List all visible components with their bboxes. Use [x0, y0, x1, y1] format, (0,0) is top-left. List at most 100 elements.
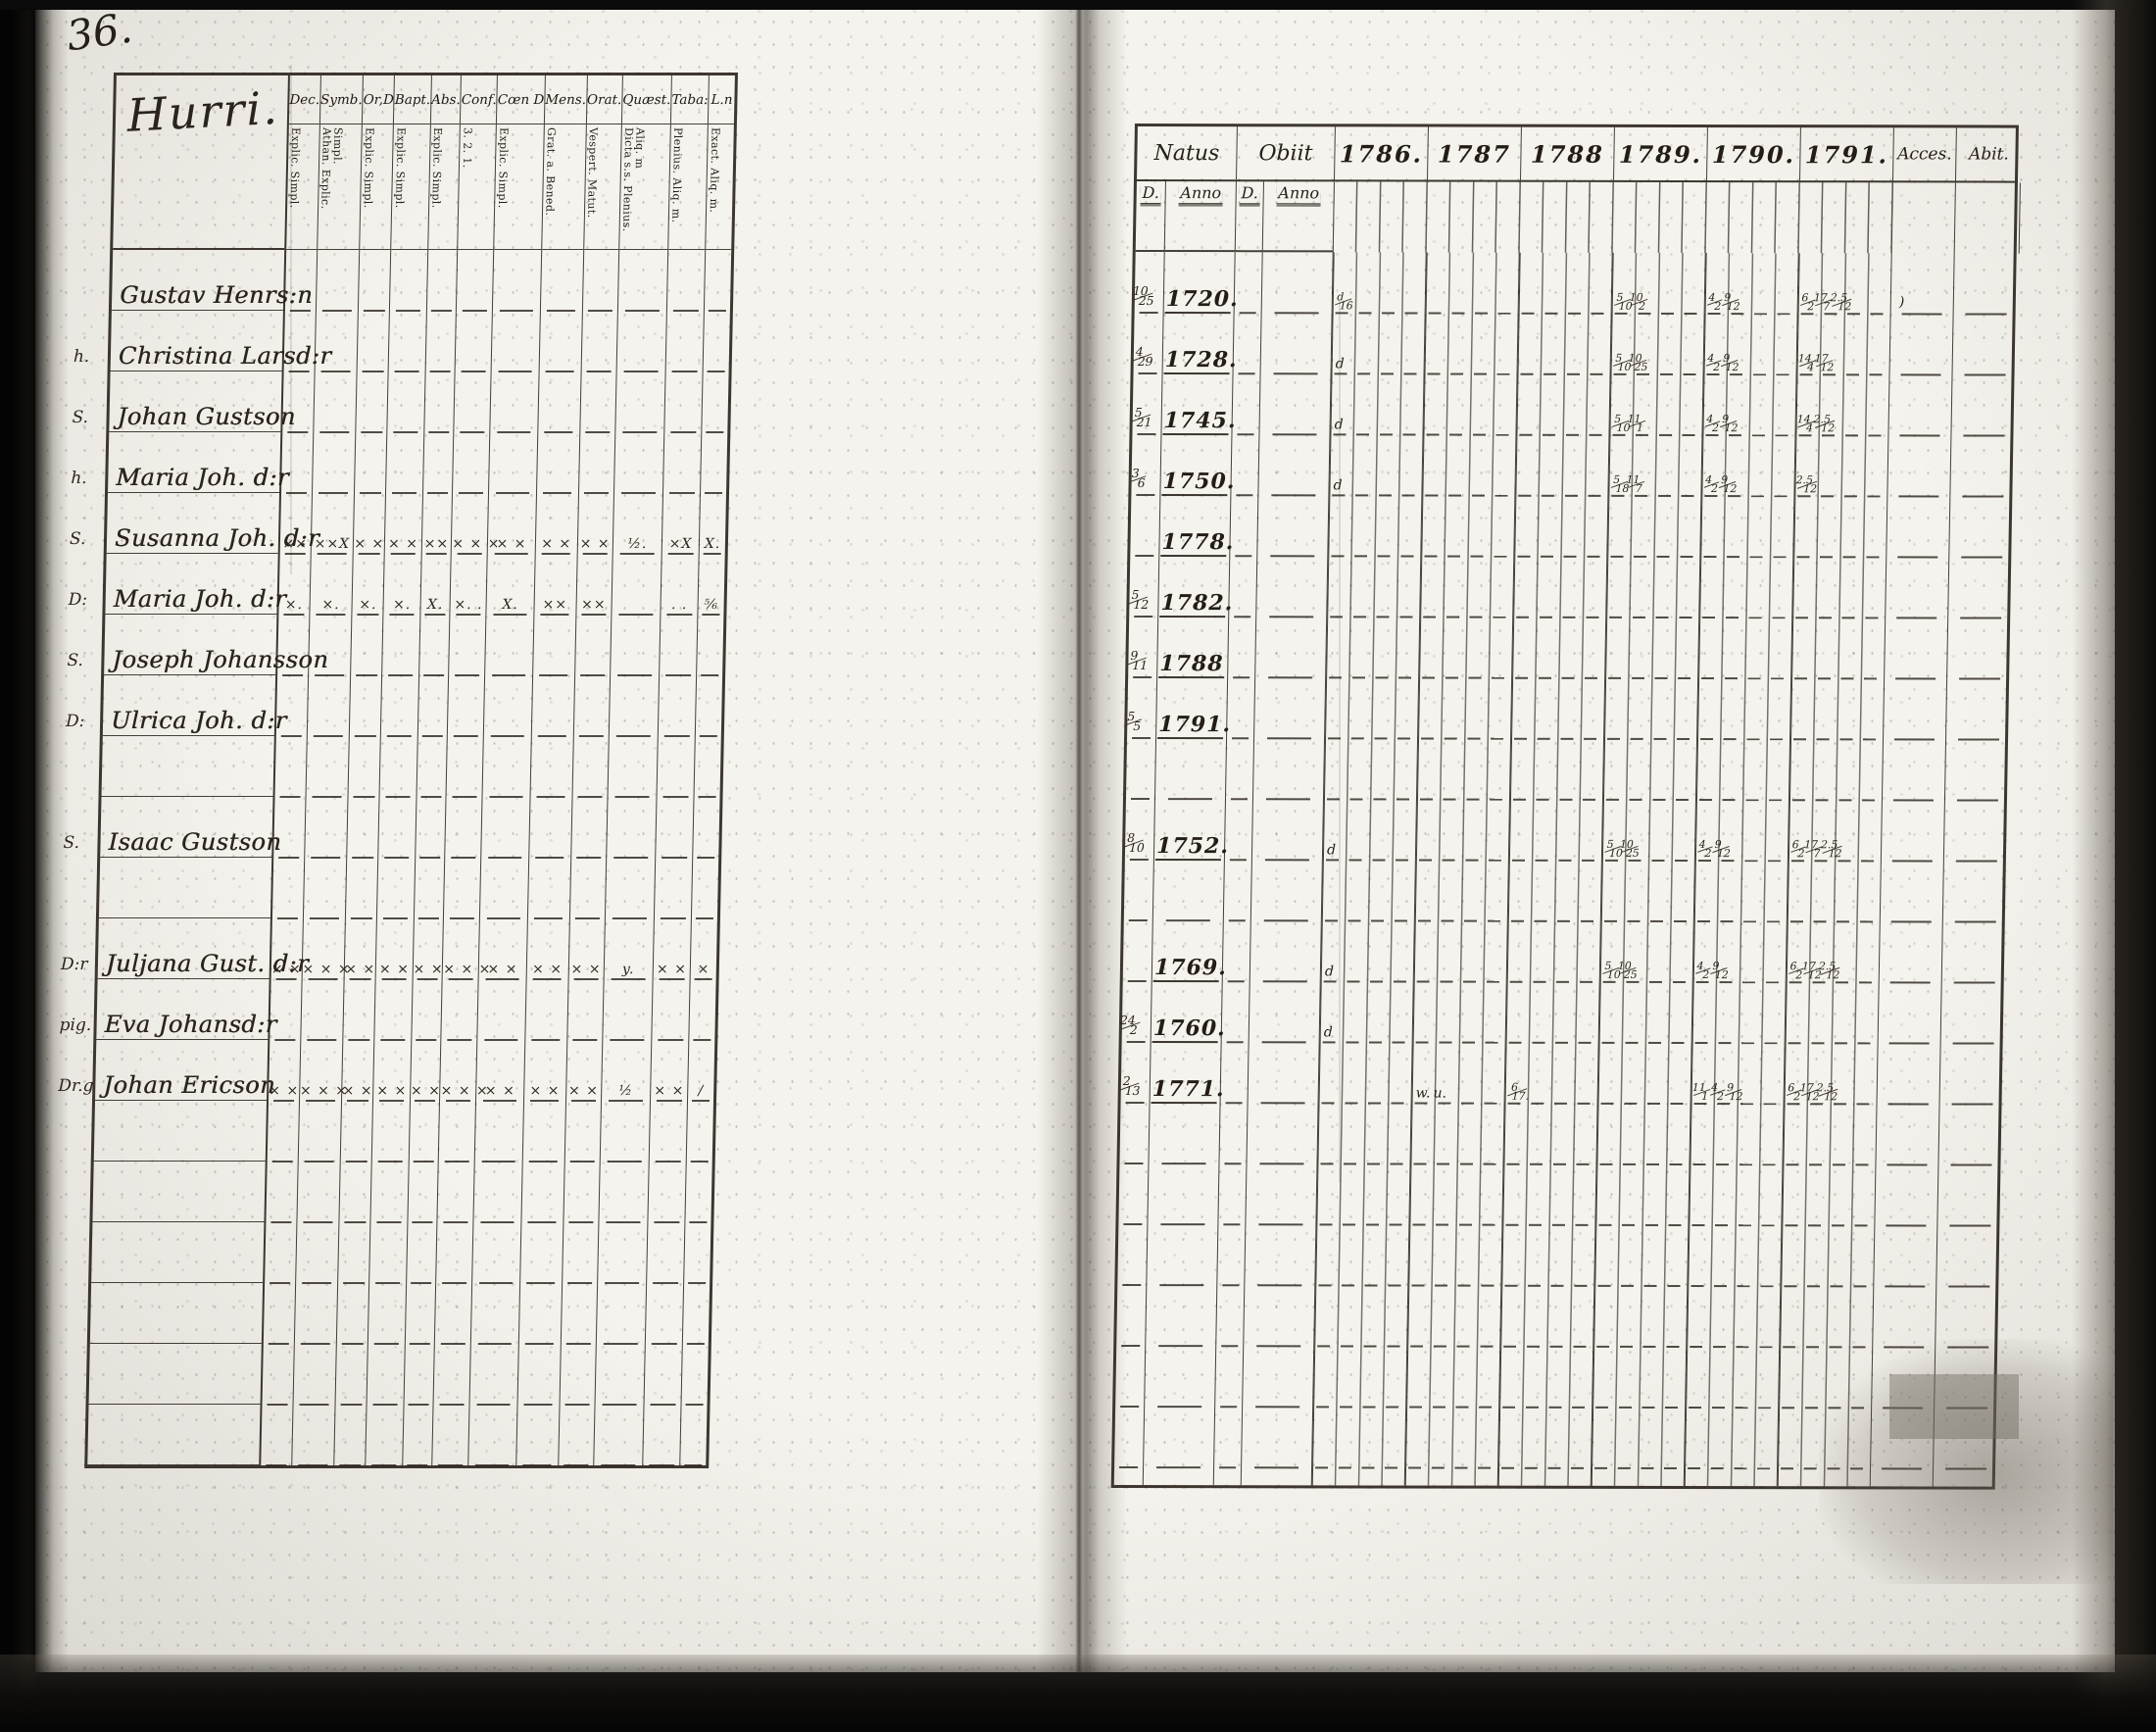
mark-cell — [475, 1101, 523, 1162]
mark-cell — [682, 1344, 709, 1405]
column-label: Dec. — [288, 75, 320, 124]
communion-dates: 4 2 9 12 — [1706, 413, 1794, 434]
mark-cell — [403, 1405, 433, 1465]
record-cell — [1411, 1104, 1503, 1164]
record-cell: 1778. — [1159, 495, 1234, 556]
mark-cell: ½. — [613, 493, 662, 554]
record-cell: 8 10 — [1125, 799, 1154, 860]
mark-cell: × × — [566, 1040, 603, 1101]
mark-cell — [380, 736, 417, 797]
scan-edge-bottom — [0, 1655, 2156, 1732]
mark-cell — [647, 1222, 685, 1283]
record-cell — [1693, 982, 1786, 1043]
acces-header-label: Acces. — [1897, 144, 1952, 165]
examination-marks: X. — [704, 536, 721, 552]
record-cell — [1259, 373, 1330, 434]
mark-cell — [530, 736, 572, 797]
mark-cell — [704, 311, 730, 371]
record-cell — [1427, 253, 1519, 314]
mark-cell — [444, 858, 480, 918]
examination-marks: × × × — [440, 1083, 489, 1099]
record-cell — [1502, 1225, 1594, 1286]
record-cell — [1782, 1225, 1874, 1286]
record-cell — [1697, 739, 1789, 800]
mark-cell — [559, 1405, 595, 1465]
birth-date: 10 25 — [1133, 284, 1154, 310]
mark-cell — [480, 858, 528, 918]
natus-header: Natus — [1137, 126, 1238, 180]
record-cell — [1414, 982, 1506, 1043]
mark-cell: ×. — [310, 554, 353, 615]
examination-marks: × × — [654, 1083, 685, 1099]
mark-cell — [416, 797, 446, 858]
record-cell — [1593, 1347, 1686, 1408]
examination-marks: X. — [426, 597, 444, 613]
mark-cell — [447, 736, 483, 797]
record-cell — [1244, 1285, 1314, 1346]
mark-cell — [379, 797, 416, 858]
record-cell: w. u. — [1413, 1043, 1505, 1104]
mark-cell — [571, 797, 608, 858]
mark-cell — [263, 1344, 294, 1405]
mark-cell — [684, 1222, 710, 1283]
mark-cell — [705, 250, 731, 311]
communion-dates: 4 2 9 12 — [1705, 473, 1793, 495]
record-cell — [1155, 738, 1226, 799]
mark-cell — [438, 1162, 474, 1222]
record-cell — [1873, 1286, 1936, 1347]
date-fraction: 5 10 — [1615, 351, 1632, 374]
column-sublabel: 3. 2. 1. — [458, 124, 497, 250]
scan-edge-top — [0, 0, 2156, 10]
record-cell — [1249, 1042, 1319, 1103]
mark-cell — [697, 615, 723, 675]
date-fraction: 11 1 — [1627, 412, 1644, 435]
mark-cell — [650, 1101, 688, 1162]
mark-cell — [618, 250, 667, 311]
column-sublabel: Dicta s.s. Plenius. Aliq. m — [619, 124, 670, 250]
year-value: 1782. — [1160, 590, 1234, 617]
mark-cell: × × — [342, 1040, 373, 1101]
name-rows: Gustav Henrs:n h. Christina Larsd:r S. Johan… — [58, 250, 332, 1465]
mark-cell: × × — [488, 493, 536, 554]
record-cell — [1408, 1286, 1500, 1347]
mark-cell — [658, 736, 696, 797]
record-name-row: h. Maria Joh. d:r — [71, 432, 289, 493]
examination-marks: ×. — [321, 597, 340, 613]
column-sublabel: Explic. Simpl. — [360, 124, 394, 250]
date-fraction: 9 11 — [1130, 648, 1149, 673]
record-cell — [1235, 252, 1262, 313]
record-cell — [1232, 373, 1259, 434]
mark-cell: × × — [479, 918, 527, 979]
record-cell: 6 2 17 12 2.5 12 — [1788, 921, 1880, 982]
record-cell — [1698, 678, 1790, 739]
mark-cell — [528, 858, 570, 918]
mark-cell — [348, 797, 379, 858]
record-cell: 4 2 9 12 — [1696, 800, 1788, 861]
record-cell — [1250, 920, 1321, 981]
record-cell — [1215, 1346, 1243, 1407]
year-value: 1778. — [1161, 529, 1235, 556]
communion-dates: 4 2 9 12 — [1708, 291, 1797, 313]
examination-marks: × × — [496, 536, 527, 552]
record-cell: 5 10 10 2 — [1613, 253, 1705, 314]
mark-cell — [560, 1344, 596, 1405]
record-cell — [1695, 861, 1788, 921]
date-fraction: 5 10 — [1606, 837, 1624, 861]
record-cell — [1418, 739, 1510, 800]
parish-title: Hurri. — [125, 80, 280, 142]
mark-cell: ½ — [602, 1040, 651, 1101]
examination-marks: ×. — [284, 597, 304, 613]
mark-cell — [693, 797, 719, 858]
mark-cell — [368, 1344, 405, 1405]
mark-cell — [567, 979, 604, 1040]
mark-cell — [686, 1162, 712, 1222]
year-value: 1750. — [1162, 469, 1236, 495]
scan-edge-left — [0, 0, 39, 1732]
year-header-label: 1787 — [1437, 139, 1512, 169]
record-cell — [1886, 557, 1948, 618]
record-cell — [1218, 1163, 1246, 1224]
mark-cell — [383, 615, 420, 675]
year-subcolumn-lines — [1333, 181, 1893, 254]
mark-cell — [611, 615, 660, 675]
year-header: 1787 — [1427, 126, 1522, 180]
